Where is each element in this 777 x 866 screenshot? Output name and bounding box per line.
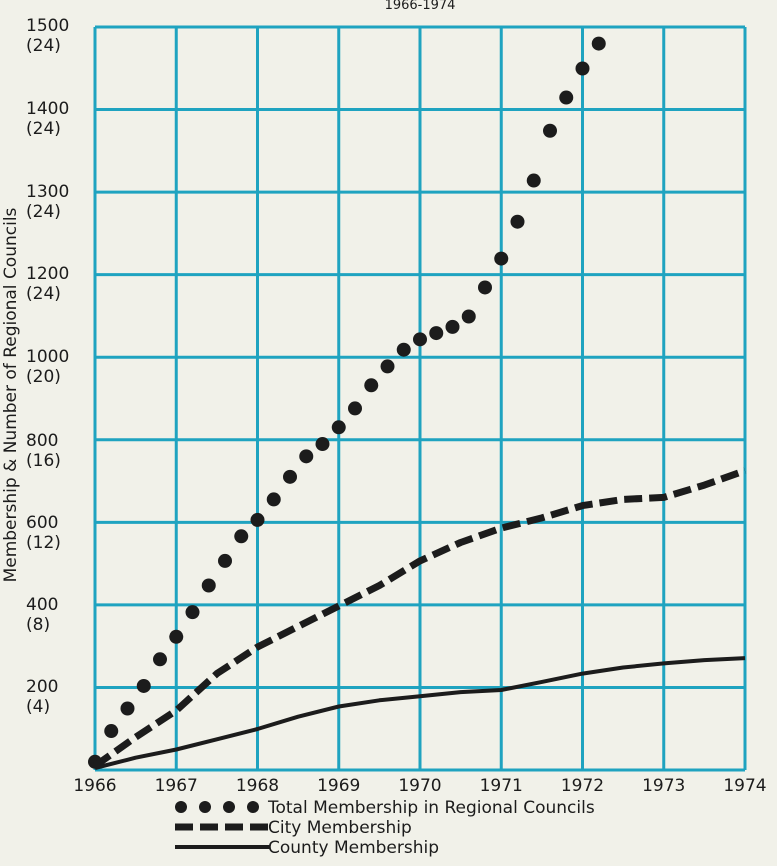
y-tick-label: 800	[26, 431, 58, 451]
y-tick-label: 1000	[26, 347, 69, 367]
x-tick-label: 1966	[73, 776, 116, 796]
y-tick-label: 600	[26, 513, 58, 533]
total-membership-dot	[234, 529, 249, 544]
total-membership-dot	[510, 214, 525, 229]
total-membership-dot	[348, 401, 362, 416]
total-membership-dot	[266, 492, 281, 507]
x-tick-label: 1972	[561, 776, 604, 796]
total-membership-dot	[136, 678, 151, 693]
chart-subtitle: 1966-1974	[385, 0, 456, 13]
y-tick-sublabel: (16)	[26, 451, 61, 471]
total-membership-dot	[364, 378, 379, 393]
y-tick-sublabel: (20)	[26, 367, 61, 387]
x-tick-label: 1969	[317, 776, 360, 796]
x-tick-label: 1971	[480, 776, 523, 796]
total-membership-dot	[185, 605, 200, 620]
total-membership-dot	[120, 701, 135, 716]
legend-label-total: Total Membership in Regional Councils	[267, 798, 595, 818]
total-membership-dot	[250, 512, 265, 527]
total-membership-dot	[201, 578, 216, 593]
x-tick-label: 1968	[236, 776, 279, 796]
y-tick-sublabel: (12)	[26, 533, 61, 553]
y-tick-label: 1500	[26, 16, 69, 36]
total-membership-dot	[380, 359, 395, 374]
total-membership-dot	[315, 437, 330, 452]
y-tick-label: 200	[26, 677, 58, 697]
total-membership-dot	[104, 724, 119, 739]
county-membership-line	[94, 656, 746, 770]
legend-dot-icon	[175, 801, 187, 813]
y-tick-sublabel: (8)	[26, 615, 50, 635]
total-membership-dot	[283, 469, 297, 484]
total-membership-dot	[299, 449, 314, 464]
y-tick-sublabel: (4)	[26, 697, 50, 717]
total-membership-dot	[575, 61, 590, 76]
x-tick-label: 1973	[642, 776, 685, 796]
x-tick-label: 1974	[723, 776, 766, 796]
y-tick-sublabel: (24)	[26, 202, 61, 222]
x-tick-label: 1970	[398, 776, 441, 796]
legend-dot-icon	[223, 801, 235, 813]
y-tick-sublabel: (24)	[26, 119, 61, 139]
legend-label-city: City Membership	[268, 818, 412, 838]
legend-label-county: County Membership	[268, 838, 439, 858]
legend-dot-icon	[247, 801, 259, 813]
y-tick-label: 400	[26, 595, 58, 615]
total-membership-dot	[153, 652, 167, 667]
total-membership-dot	[543, 123, 557, 138]
total-membership-dot	[559, 90, 574, 105]
total-membership-dot	[218, 553, 232, 568]
total-membership-dot	[396, 342, 411, 357]
total-membership-dot	[591, 36, 606, 51]
y-tick-label: 1300	[26, 182, 69, 202]
total-membership-dot	[429, 326, 444, 341]
total-membership-dot	[445, 319, 460, 334]
x-tick-label: 1967	[155, 776, 198, 796]
legend-dot-icon	[199, 801, 211, 813]
y-tick-label: 1400	[26, 99, 69, 119]
total-membership-dot	[331, 420, 346, 435]
city-membership-line	[92, 467, 747, 769]
y-tick-sublabel: (24)	[26, 284, 61, 304]
y-tick-label: 1200	[26, 264, 69, 284]
total-membership-dot	[526, 173, 541, 188]
total-membership-dot	[494, 251, 509, 266]
y-axis-title: Membership & Number of Regional Councils	[1, 207, 21, 582]
y-tick-sublabel: (24)	[26, 36, 61, 56]
total-membership-dot	[413, 332, 427, 347]
total-membership-dot	[478, 280, 492, 295]
total-membership-dot	[169, 629, 184, 644]
total-membership-dot	[461, 309, 476, 324]
